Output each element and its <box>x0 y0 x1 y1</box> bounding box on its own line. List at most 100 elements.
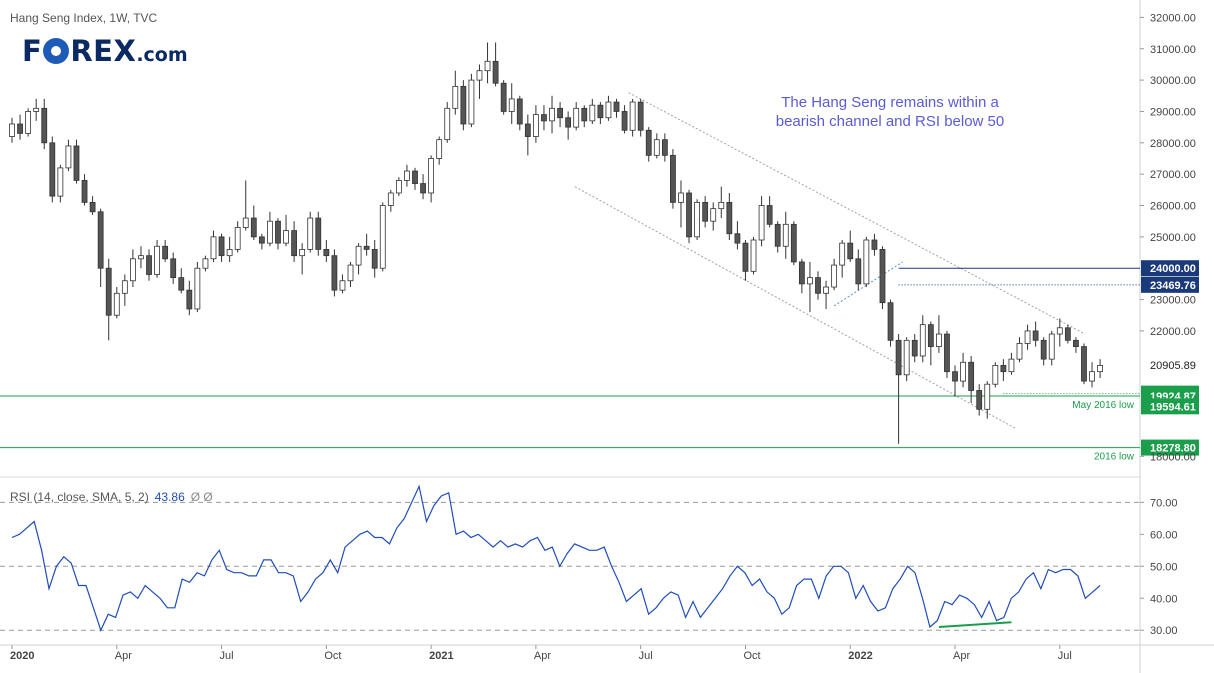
candle-down <box>976 390 983 410</box>
candle-down <box>847 242 854 260</box>
candle-up <box>694 201 700 238</box>
candle-down <box>541 114 547 122</box>
rsi-tick-label: 70.00 <box>1150 497 1178 509</box>
candle-up <box>267 220 273 244</box>
candle-up <box>25 111 32 134</box>
candle-down <box>581 107 588 122</box>
candle-up <box>936 333 942 347</box>
rsi-tick-label: 40.00 <box>1150 593 1178 605</box>
time-tick-label: Jul <box>220 650 234 662</box>
candle-down <box>766 205 773 225</box>
candle-up <box>919 324 926 357</box>
level-note: May 2016 low <box>1072 400 1134 411</box>
candle-down <box>331 255 338 291</box>
time-tick-label: Jul <box>639 650 653 662</box>
candle-down <box>895 339 902 376</box>
candle-down <box>500 82 507 112</box>
candle-down <box>726 201 733 235</box>
candle-down <box>170 258 177 279</box>
candle-down <box>1040 339 1047 360</box>
candle-down <box>250 217 257 238</box>
candle-up <box>436 139 443 159</box>
candle-up <box>476 70 483 81</box>
candle-down <box>968 361 975 391</box>
price-tag-label: 19594.61 <box>1150 401 1196 413</box>
candle-up <box>395 180 402 194</box>
candle-up <box>154 245 160 275</box>
candle-down <box>97 211 104 269</box>
candle-up <box>1048 333 1055 360</box>
price-tick-label: 29000.00 <box>1150 106 1196 118</box>
price-tick-label: 27000.00 <box>1150 169 1196 181</box>
candle-down <box>146 255 152 275</box>
candle-down <box>597 104 604 119</box>
candle-up <box>573 107 580 128</box>
candle-up <box>444 107 451 141</box>
candle-up <box>863 239 870 285</box>
candle-down <box>952 371 958 382</box>
level-tag <box>1141 439 1199 456</box>
candle-up <box>65 145 72 169</box>
candle-down <box>412 170 418 184</box>
candle-up <box>129 258 136 282</box>
candle-up <box>831 264 838 288</box>
candle-down <box>492 60 499 84</box>
candle-down <box>790 223 797 263</box>
time-tick-label: Jul <box>1058 650 1072 662</box>
candle-up <box>1016 343 1023 360</box>
candle-down <box>323 249 330 257</box>
candle-down <box>49 142 56 197</box>
rsi-extra: Ø Ø <box>190 490 213 504</box>
candle-down <box>879 249 886 304</box>
candle-up <box>210 236 217 260</box>
candle-down <box>1081 346 1087 382</box>
candle-down <box>887 302 894 341</box>
candle-down <box>516 98 523 125</box>
candle-up <box>589 104 596 122</box>
candle-down <box>420 183 426 194</box>
candle-down <box>218 236 225 257</box>
level-tag-label: 23469.76 <box>1150 280 1196 292</box>
time-tick-label: Apr <box>953 650 970 662</box>
price-tick-label: 31000.00 <box>1150 44 1196 56</box>
candle-down <box>565 117 572 128</box>
candle-up <box>283 230 289 244</box>
candle-up <box>484 60 491 72</box>
time-tick-label: 2020 <box>10 650 34 662</box>
rsi-line <box>11 484 1101 632</box>
rsi-panel: 70.00 60.00 50.00 40.00 30.00 <box>0 484 1178 637</box>
candle-down <box>460 85 467 125</box>
annotation-line-2: bearish channel and RSI below 50 <box>775 113 1005 130</box>
time-tick-label: Oct <box>743 650 760 662</box>
candle-up <box>750 239 757 272</box>
candle-up <box>9 123 15 137</box>
price-tag-label: 20905.89 <box>1150 360 1196 372</box>
rsi-header: RSI (14, close, SMA, 5, 2) 43.86 Ø Ø <box>10 490 213 504</box>
candle-down <box>661 139 668 156</box>
candle-down <box>798 261 805 285</box>
candle-down <box>363 245 370 250</box>
price-tick-label: 30000.00 <box>1150 75 1196 87</box>
rsi-tick-label: 30.00 <box>1150 625 1178 637</box>
candle-down <box>927 324 934 347</box>
candle-down <box>774 223 781 247</box>
candle-up <box>234 227 241 250</box>
candle-up <box>718 201 725 210</box>
price-tick-label: 25000.00 <box>1150 232 1196 244</box>
logo-suffix: .com <box>136 44 188 66</box>
candle-up <box>299 249 306 257</box>
chart-annotation: The Hang Seng remains within a bearish c… <box>740 93 1040 131</box>
candle-up <box>138 255 144 260</box>
level-note: 2016 low <box>1094 452 1135 463</box>
candle-up <box>355 245 362 266</box>
candle-down <box>742 242 749 272</box>
logo-text-left: F <box>22 34 43 68</box>
channel-lower-line <box>574 186 1016 429</box>
candle-up <box>1056 327 1063 335</box>
candle-down <box>734 233 741 244</box>
candle-up <box>468 79 475 125</box>
candle-down <box>105 267 112 316</box>
candle-down <box>81 180 88 203</box>
candle-up <box>823 286 829 294</box>
